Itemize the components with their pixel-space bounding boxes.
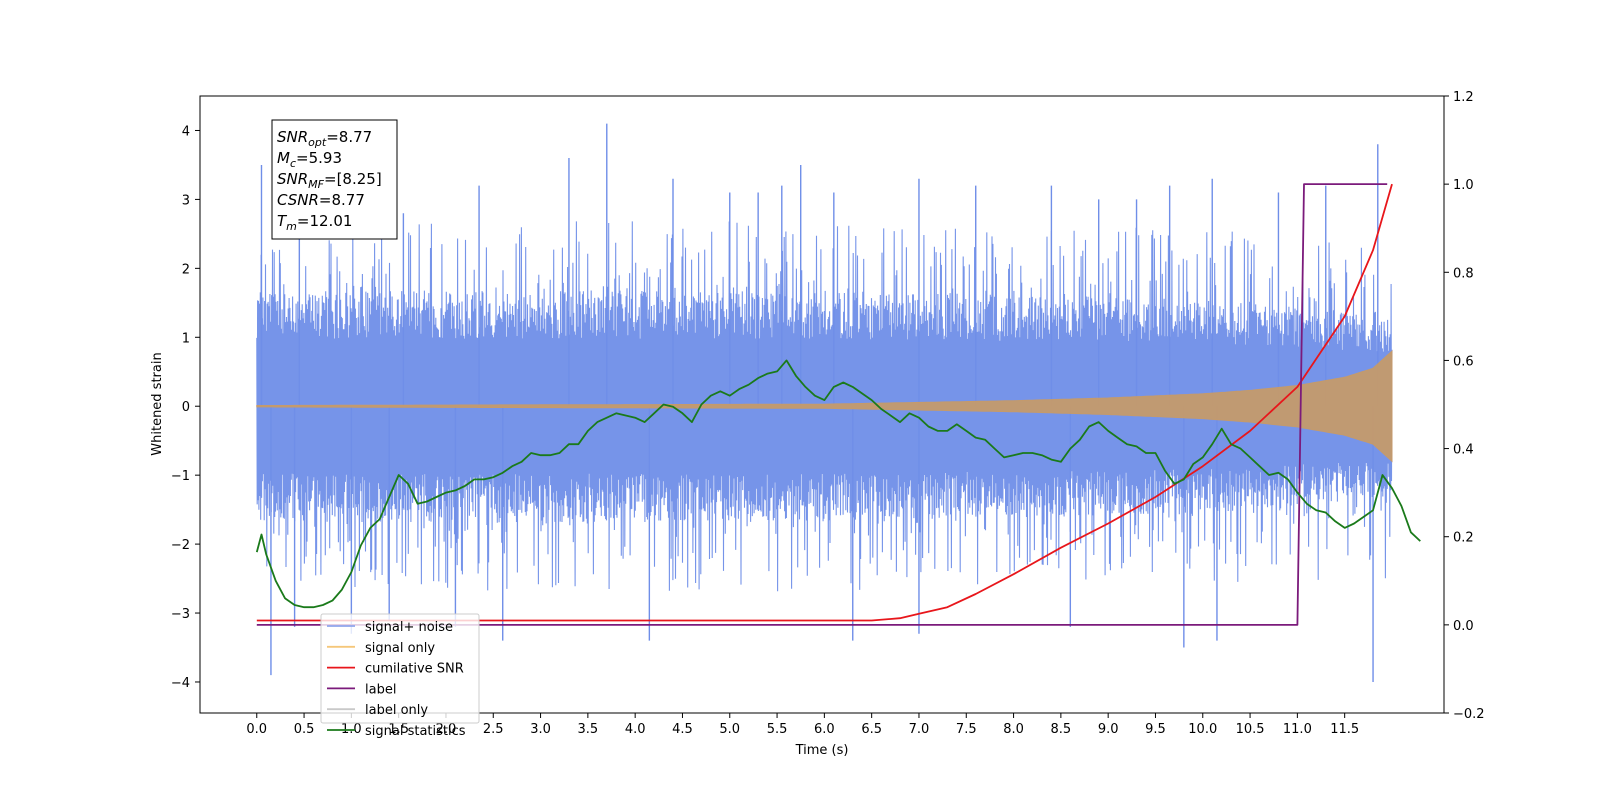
x-axis-label: Time (s) xyxy=(795,743,849,758)
y-tick-label: −1 xyxy=(171,469,190,484)
x-tick-label: 9.0 xyxy=(1098,722,1119,737)
x-tick-label: 6.0 xyxy=(814,722,835,737)
series-line-label xyxy=(256,183,1388,626)
y2-tick-label: 1.2 xyxy=(1453,90,1474,105)
x-tick-label: 3.0 xyxy=(530,722,551,737)
y2-tick-label: 1.0 xyxy=(1453,178,1474,193)
legend: signal+ noise signal only cumilative SNR la… xyxy=(320,613,480,739)
x-tick-label: 1.5 xyxy=(388,722,409,737)
series-line-signal-statistics xyxy=(255,359,1421,609)
y2-tick-label: 0.2 xyxy=(1453,531,1474,546)
y-tick-label: 4 xyxy=(182,124,190,139)
info-box-frame xyxy=(271,119,398,240)
y-tick-label: 1 xyxy=(182,331,190,346)
x-tick-label: 9.5 xyxy=(1145,722,1166,737)
x-axis: 0.0 0.5 1.0 1.5 2.0 2.5 3.0 3.5 4.0 4.5 5.0 5.5 6.0 6… xyxy=(246,713,1359,737)
y-tick-label: 2 xyxy=(182,262,190,277)
x-tick-label: 7.5 xyxy=(956,722,977,737)
y-tick-label: −2 xyxy=(171,538,190,553)
plot-area xyxy=(255,123,1421,682)
plot-frame xyxy=(199,95,1445,714)
y-axis-right: −0.2 0.0 0.2 0.4 0.6 0.8 1.0 1.2 xyxy=(1444,90,1485,722)
y2-tick-label: 0.0 xyxy=(1453,619,1474,634)
y-tick-label: 0 xyxy=(182,400,190,415)
x-tick-label: 7.0 xyxy=(909,722,930,737)
info-box-row: SNRMF=[8.25] xyxy=(277,170,382,191)
x-tick-label: 10.5 xyxy=(1236,722,1265,737)
x-tick-label: 4.5 xyxy=(672,722,693,737)
y-axis-left: −4 −3 −2 −1 0 1 2 3 4 xyxy=(171,124,200,691)
y-tick-label: −4 xyxy=(171,676,190,691)
signal-only-envelope xyxy=(256,349,1393,463)
y2-tick-label: −0.2 xyxy=(1453,707,1485,722)
x-tick-label: 11.0 xyxy=(1283,722,1312,737)
info-box-row: CSNR=8.77 xyxy=(277,191,365,209)
legend-label: signal+ noise xyxy=(365,620,453,635)
y2-tick-label: 0.6 xyxy=(1453,354,1474,369)
info-box-row: Mc=5.93 xyxy=(277,149,342,170)
signal-noise-series xyxy=(256,123,1393,682)
signal-noise-trace xyxy=(256,221,1393,592)
legend-label: signal only xyxy=(365,641,435,656)
signal-only-series xyxy=(256,349,1393,463)
legend-label: label only xyxy=(365,703,428,718)
x-tick-label: 8.5 xyxy=(1051,722,1072,737)
info-box-row: Tm=12.01 xyxy=(277,212,352,233)
x-tick-label: 3.5 xyxy=(578,722,599,737)
x-tick-label: 11.5 xyxy=(1330,722,1359,737)
y-tick-label: 3 xyxy=(182,193,190,208)
x-tick-label: 8.0 xyxy=(1003,722,1024,737)
legend-label: label xyxy=(365,682,396,697)
legend-label: cumilative SNR xyxy=(365,662,464,677)
legend-label: signal statistics xyxy=(365,724,466,739)
x-tick-label: 6.5 xyxy=(861,722,882,737)
x-tick-label: 5.5 xyxy=(767,722,788,737)
y2-tick-label: 0.4 xyxy=(1453,443,1474,458)
y-axis-label: Whitened strain xyxy=(150,352,165,455)
info-box-row: SNRopt=8.77 xyxy=(277,128,372,149)
x-tick-label: 0.5 xyxy=(294,722,315,737)
y2-tick-label: 0.8 xyxy=(1453,266,1474,281)
x-tick-label: 2.5 xyxy=(483,722,504,737)
right-axis-series xyxy=(255,183,1421,626)
x-tick-label: 5.0 xyxy=(719,722,740,737)
y-tick-label: −3 xyxy=(171,607,190,622)
x-tick-label: 4.0 xyxy=(625,722,646,737)
x-tick-label: 0.0 xyxy=(246,722,267,737)
x-tick-label: 2.0 xyxy=(436,722,457,737)
series-line-cumilative-snr xyxy=(256,183,1393,622)
legend-frame xyxy=(320,613,480,724)
x-tick-label: 10.0 xyxy=(1188,722,1217,737)
